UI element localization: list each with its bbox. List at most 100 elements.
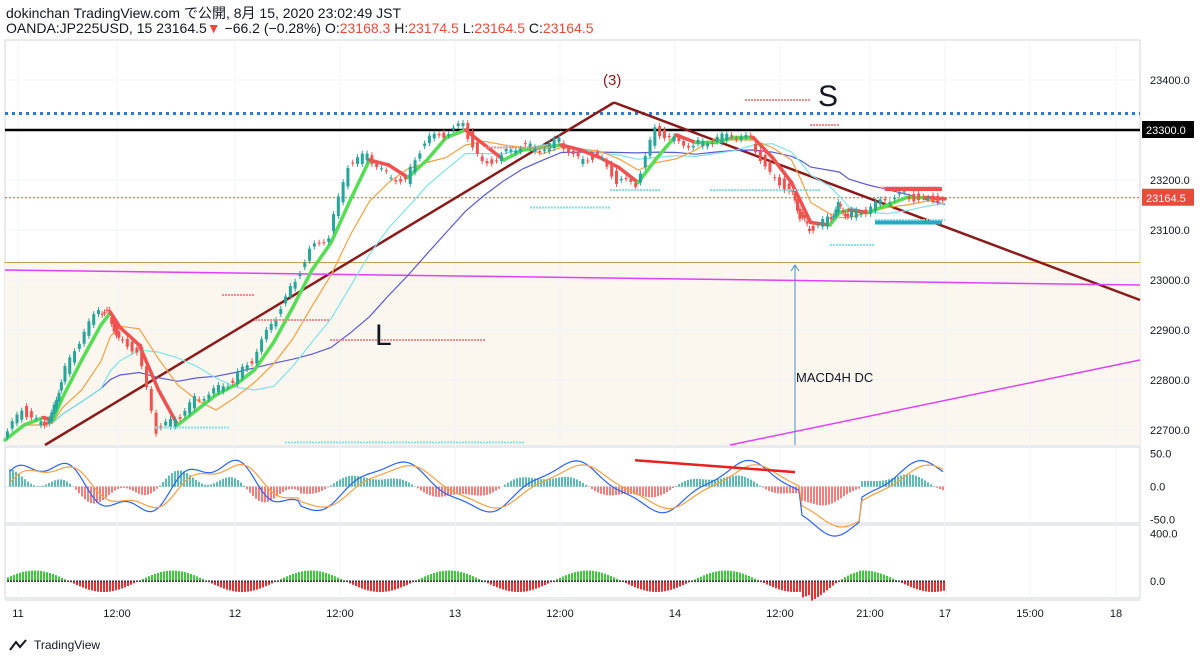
oscillator-zero-dot [409,580,411,583]
candle-body [447,133,451,136]
candle-body [327,238,331,242]
candle-body [356,157,359,164]
oscillator-zero-dot [214,580,216,583]
oscillator-zero-dot [622,580,624,583]
tradingview-footer[interactable]: TradingView [8,638,100,652]
candle-body [149,388,153,411]
candle-body [749,135,753,137]
oscillator-zero-dot [739,580,741,583]
oscillator-zero-dot [532,580,534,583]
candle-body [677,136,681,141]
magenta-line-lower [729,359,1141,446]
oscillator-zero-dot [826,580,828,583]
oscillator-zero-dot [127,580,129,583]
oscillator-zero-dot [439,580,441,583]
candle-body [375,163,379,168]
oscillator-zero-dot [742,580,744,583]
oscillator-zero-dot [397,580,399,583]
oscillator-zero-dot [652,580,654,583]
oscillator-zero-dot [658,580,660,583]
candle-body [303,262,307,268]
candle-body [869,206,873,214]
oscillator-zero-dot [847,580,849,583]
candle-body [25,406,29,418]
oscillator-zero-dot [31,580,33,583]
oscillator-zero-dot [460,580,462,583]
macd-pane [4,446,1141,524]
macd-signal-line [9,463,944,528]
oscillator-zero-dot [130,580,132,583]
oscillator-zero-dot [835,580,837,583]
downtrend-line [613,101,1141,302]
ma-fast-segment [713,135,736,145]
ma-fast-segment [291,268,314,310]
oscillator-zero-dot [22,580,24,583]
oscillator-zero-dot [433,580,435,583]
oscillator-zero-dot [154,580,156,583]
candle-body [103,312,107,314]
oscillator-zero-dot [868,580,870,583]
oscillator-zero-dot [310,580,312,583]
macd-line [9,459,944,537]
oscillator-zero-dot [568,580,570,583]
down-arrow-icon: ▼ [206,20,221,36]
oscillator-zero-dot [733,580,735,583]
high-value: 23174.5 [408,20,459,36]
candle-body [859,212,863,215]
oscillator-zero-dot [448,580,450,583]
oscillator-zero-dot [91,580,93,583]
oscillator-zero-dot [760,580,762,583]
oscillator-zero-dot [514,580,516,583]
oscillator-zero-dot [259,580,261,583]
price-tick-label: 22700.0 [1150,425,1190,437]
oscillator-zero-dot [712,580,714,583]
oscillator-zero-dot [697,580,699,583]
oscillator-zero-dot [823,580,825,583]
oscillator-zero-dot [163,580,165,583]
oscillator-zero-dot [235,580,237,583]
oscillator-zero-dot [475,580,477,583]
candle-body [188,402,192,414]
candle-body [821,218,825,227]
candle-body [826,216,829,227]
oscillator-zero-dot [334,580,336,583]
oscillator-zero-dot [262,580,264,583]
publish-info-text: dokinchan TradingView.com で公開, 8月 15, 20… [6,5,402,21]
oscillator-zero-dot [730,580,732,583]
symbol-label[interactable]: OANDA:JP225USD, 15 [6,20,153,36]
candle-body [82,331,86,344]
candle-body [653,127,657,146]
oscillator-zero-dot [649,580,651,583]
oscillator-zero-dot [79,580,81,583]
candle-body [744,134,748,138]
candle-body [854,210,858,218]
ma-fast-segment [885,195,909,207]
oscillator-zero-dot [694,580,696,583]
candle-body [55,399,59,409]
candle-body [682,141,686,146]
candle-body [121,339,124,341]
oscillator-zero-dot [52,580,54,583]
oscillator-zero-dot [238,580,240,583]
time-tick-label: 12:00 [546,608,574,620]
oscillator-zero-dot [325,580,327,583]
oscillator-zero-dot [781,580,783,583]
oscillator-zero-dot [802,580,804,583]
candle-body [216,384,220,393]
candle-body [614,170,618,184]
oscillator-zero-dot [217,580,219,583]
oscillator-zero-dot [256,580,258,583]
oscillator-zero-dot [817,580,819,583]
oscillator-zero-dot [436,580,438,583]
candle-body [849,209,853,218]
candle-body [648,139,652,156]
oscillator-zero-dot [220,580,222,583]
last-price-tag [1142,188,1194,206]
oscillator-zero-dot [934,580,936,583]
oscillator-zero-dot [268,580,270,583]
oscillator-zero-dot [670,580,672,583]
candle-body [514,150,518,153]
arrow-up-icon [790,264,800,272]
ma-fast-segment [348,158,372,202]
